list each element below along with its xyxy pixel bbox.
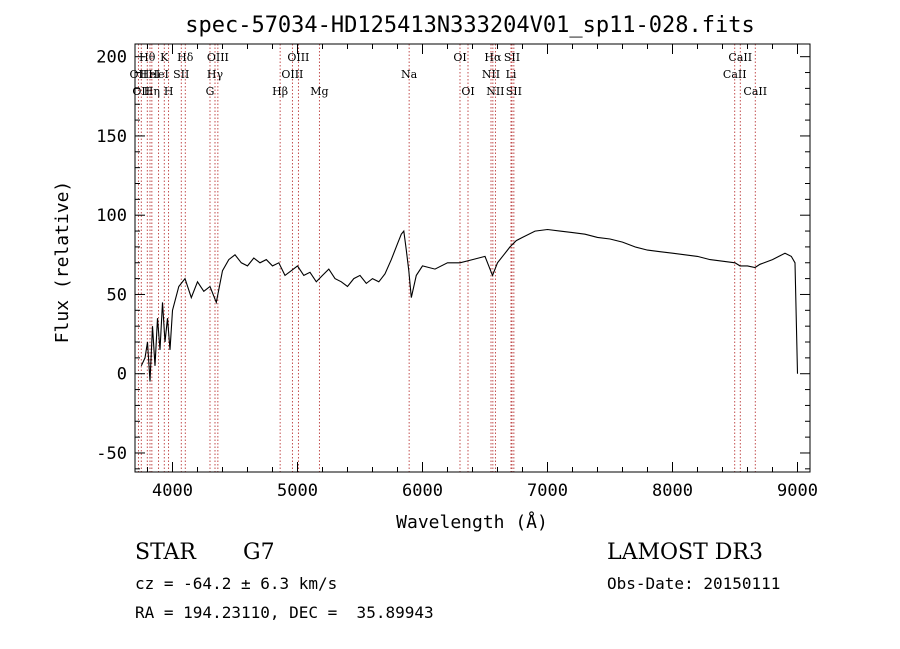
survey-label: LAMOST DR3 — [607, 540, 763, 565]
chart-title: spec-57034-HD125413N333204V01_sp11-028.f… — [185, 13, 755, 38]
spectrum-line — [140, 228, 799, 382]
marker-label: OIII — [287, 51, 309, 64]
marker-label: CaII — [728, 51, 752, 64]
y-tick-label: 200 — [96, 48, 127, 68]
emission-line-labels: OIIOIIHθHeIHηHeIKHSIIHδGHγOIIIHβOIIIOIII… — [130, 51, 768, 98]
marker-label: Hη — [144, 85, 160, 98]
marker-label: OI — [453, 51, 466, 64]
marker-label: Hβ — [272, 85, 288, 98]
marker-label: Hγ — [207, 68, 224, 81]
marker-label: Mg — [310, 85, 328, 98]
object-subclass: G7 — [243, 540, 275, 565]
marker-label: Hα — [484, 51, 502, 64]
marker-label: CaII — [723, 68, 747, 81]
marker-label: HeI — [148, 68, 168, 81]
marker-label: SII — [506, 85, 522, 98]
x-axis-label: Wavelength (Å) — [396, 511, 548, 533]
marker-label: SII — [504, 51, 520, 64]
marker-label: Li — [506, 68, 517, 81]
y-axis-label: Flux (relative) — [52, 181, 73, 344]
marker-label: NII — [486, 85, 504, 98]
marker-label: Hδ — [177, 51, 194, 64]
emission-line-markers — [137, 44, 756, 472]
x-tick-label: 4000 — [152, 481, 193, 501]
object-class: STAR — [135, 540, 196, 565]
observation-date: Obs-Date: 20150111 — [607, 574, 781, 593]
marker-label: Hθ — [139, 51, 156, 64]
x-tick-label: 6000 — [402, 481, 443, 501]
x-axis: 4000 5000 6000 7000 8000 9000 — [147, 44, 818, 501]
coordinates: RA = 194.23110, DEC = 35.89943 — [135, 603, 434, 622]
y-tick-label: -50 — [96, 444, 127, 464]
y-tick-label: 150 — [96, 127, 127, 147]
y-axis: -50 0 50 100 150 200 — [96, 48, 810, 470]
marker-label: OIII — [281, 68, 303, 81]
plot-frame — [134, 43, 811, 473]
marker-label: OIII — [207, 51, 229, 64]
y-tick-label: 50 — [107, 285, 127, 305]
marker-label: K — [160, 51, 169, 64]
marker-label: OI — [461, 85, 474, 98]
marker-label: NII — [482, 68, 500, 81]
x-tick-label: 9000 — [777, 481, 818, 501]
marker-label: H — [164, 85, 174, 98]
x-tick-label: 8000 — [652, 481, 693, 501]
marker-label: SII — [173, 68, 189, 81]
marker-label: OII — [130, 68, 148, 81]
marker-label: Na — [401, 68, 418, 81]
y-tick-label: 100 — [96, 206, 127, 226]
y-tick-label: 0 — [117, 365, 127, 385]
x-tick-label: 7000 — [527, 481, 568, 501]
marker-label: G — [206, 85, 215, 98]
redshift-velocity: cz = -64.2 ± 6.3 km/s — [135, 574, 338, 593]
marker-label: CaII — [743, 85, 767, 98]
marker-label: HeI — [140, 68, 160, 81]
x-tick-label: 5000 — [277, 481, 318, 501]
